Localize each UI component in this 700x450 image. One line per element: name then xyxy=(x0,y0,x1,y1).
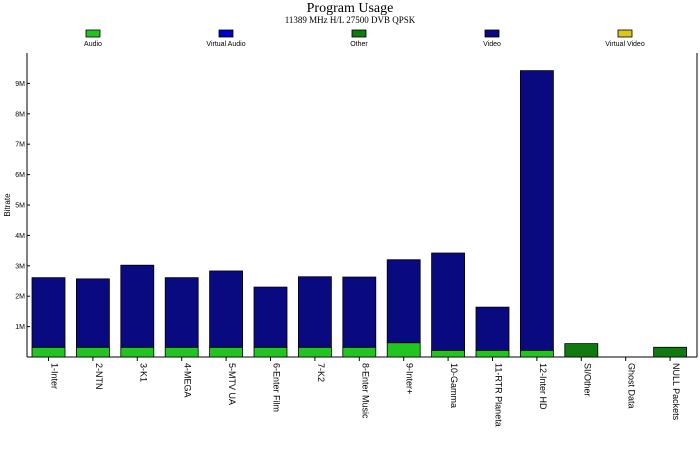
x-tick-label: 2-NTN xyxy=(94,363,104,390)
bar-segment xyxy=(164,346,199,358)
bar-segment xyxy=(431,252,466,351)
legend-label: Virtual Audio xyxy=(206,41,245,48)
y-tick-label: 1M xyxy=(15,324,25,331)
bar-segment xyxy=(31,346,66,358)
bar-segment xyxy=(76,278,110,348)
x-tick-label: SI/Other xyxy=(582,363,592,397)
legend-label: Audio xyxy=(84,41,102,48)
legend-label: Other xyxy=(350,41,368,48)
chart-subtitle: 11389 MHz H/L 27500 DVB QPSK xyxy=(284,15,416,25)
legend-swatch xyxy=(218,29,234,38)
bar-segment xyxy=(253,346,288,358)
bar-segment xyxy=(520,349,554,358)
x-tick-label: 1-Inter xyxy=(50,363,60,389)
y-tick-label: 9M xyxy=(15,81,25,88)
legend-swatch xyxy=(351,29,367,38)
bar-segment xyxy=(431,349,466,358)
x-tick-label: 10-Gamma xyxy=(449,363,459,408)
bar-segment xyxy=(520,70,554,351)
chart-title: Program Usage xyxy=(306,1,394,16)
y-tick-label: 5M xyxy=(15,203,25,210)
bar-segment xyxy=(342,276,377,348)
y-tick-label: 3M xyxy=(15,263,25,270)
bar-segment xyxy=(564,343,599,358)
legend: Audio Virtual Audio Other Video Virtual Vide… xyxy=(84,29,645,48)
bar-segment xyxy=(475,349,510,358)
x-tick-label: 5-MTV UA xyxy=(227,363,237,405)
x-tick-label: 8-Enter Music xyxy=(360,363,370,419)
bar-segment xyxy=(253,286,288,348)
y-tick-label: 6M xyxy=(15,172,25,179)
y-axis-title: Bitrate xyxy=(3,193,12,217)
bar-segment xyxy=(653,346,687,358)
legend-label: Video xyxy=(483,41,501,48)
y-tick-label: 7M xyxy=(15,142,25,149)
legend-swatch xyxy=(617,29,633,38)
x-tick-label: 12-Inter HD xyxy=(538,363,548,410)
bar-segment xyxy=(120,264,155,348)
x-tick-label: 9-Inter+ xyxy=(405,363,415,394)
x-tick-label: 11-RTR Planeta xyxy=(494,363,504,427)
bar-segment xyxy=(475,306,510,351)
bar-segment xyxy=(386,342,421,358)
bar-segment xyxy=(164,277,199,348)
bar-segment xyxy=(342,346,377,358)
x-tick-label: 3-K1 xyxy=(138,363,148,382)
bar-segment xyxy=(31,277,66,348)
bar-segment xyxy=(386,259,421,344)
bars xyxy=(31,70,687,358)
bar-segment xyxy=(209,346,244,358)
x-tick-label: 7-K2 xyxy=(316,363,326,382)
y-tick-label: 4M xyxy=(15,233,25,240)
legend-swatch xyxy=(484,29,500,38)
x-tick-label: 6-Enter Film xyxy=(272,363,282,412)
legend-swatch xyxy=(85,29,101,38)
x-tick-label: Ghost Data xyxy=(627,363,637,409)
bar-segment xyxy=(120,346,155,358)
bar-segment xyxy=(209,270,244,348)
x-tick-label: 4-MEGA xyxy=(183,363,193,398)
bar-segment xyxy=(297,346,332,358)
y-tick-label: 8M xyxy=(15,111,25,118)
legend-label: Virtual Video xyxy=(605,41,645,48)
bar-segment xyxy=(76,346,110,358)
y-tick-label: 2M xyxy=(15,294,25,301)
bar-segment xyxy=(297,276,332,348)
x-tick-label: NULL Packets xyxy=(671,363,681,421)
x-tick-labels: 1-Inter 2-NTN 3-K1 4-MEGA 5-MTV UA 6-Enter Fi… xyxy=(48,357,681,427)
